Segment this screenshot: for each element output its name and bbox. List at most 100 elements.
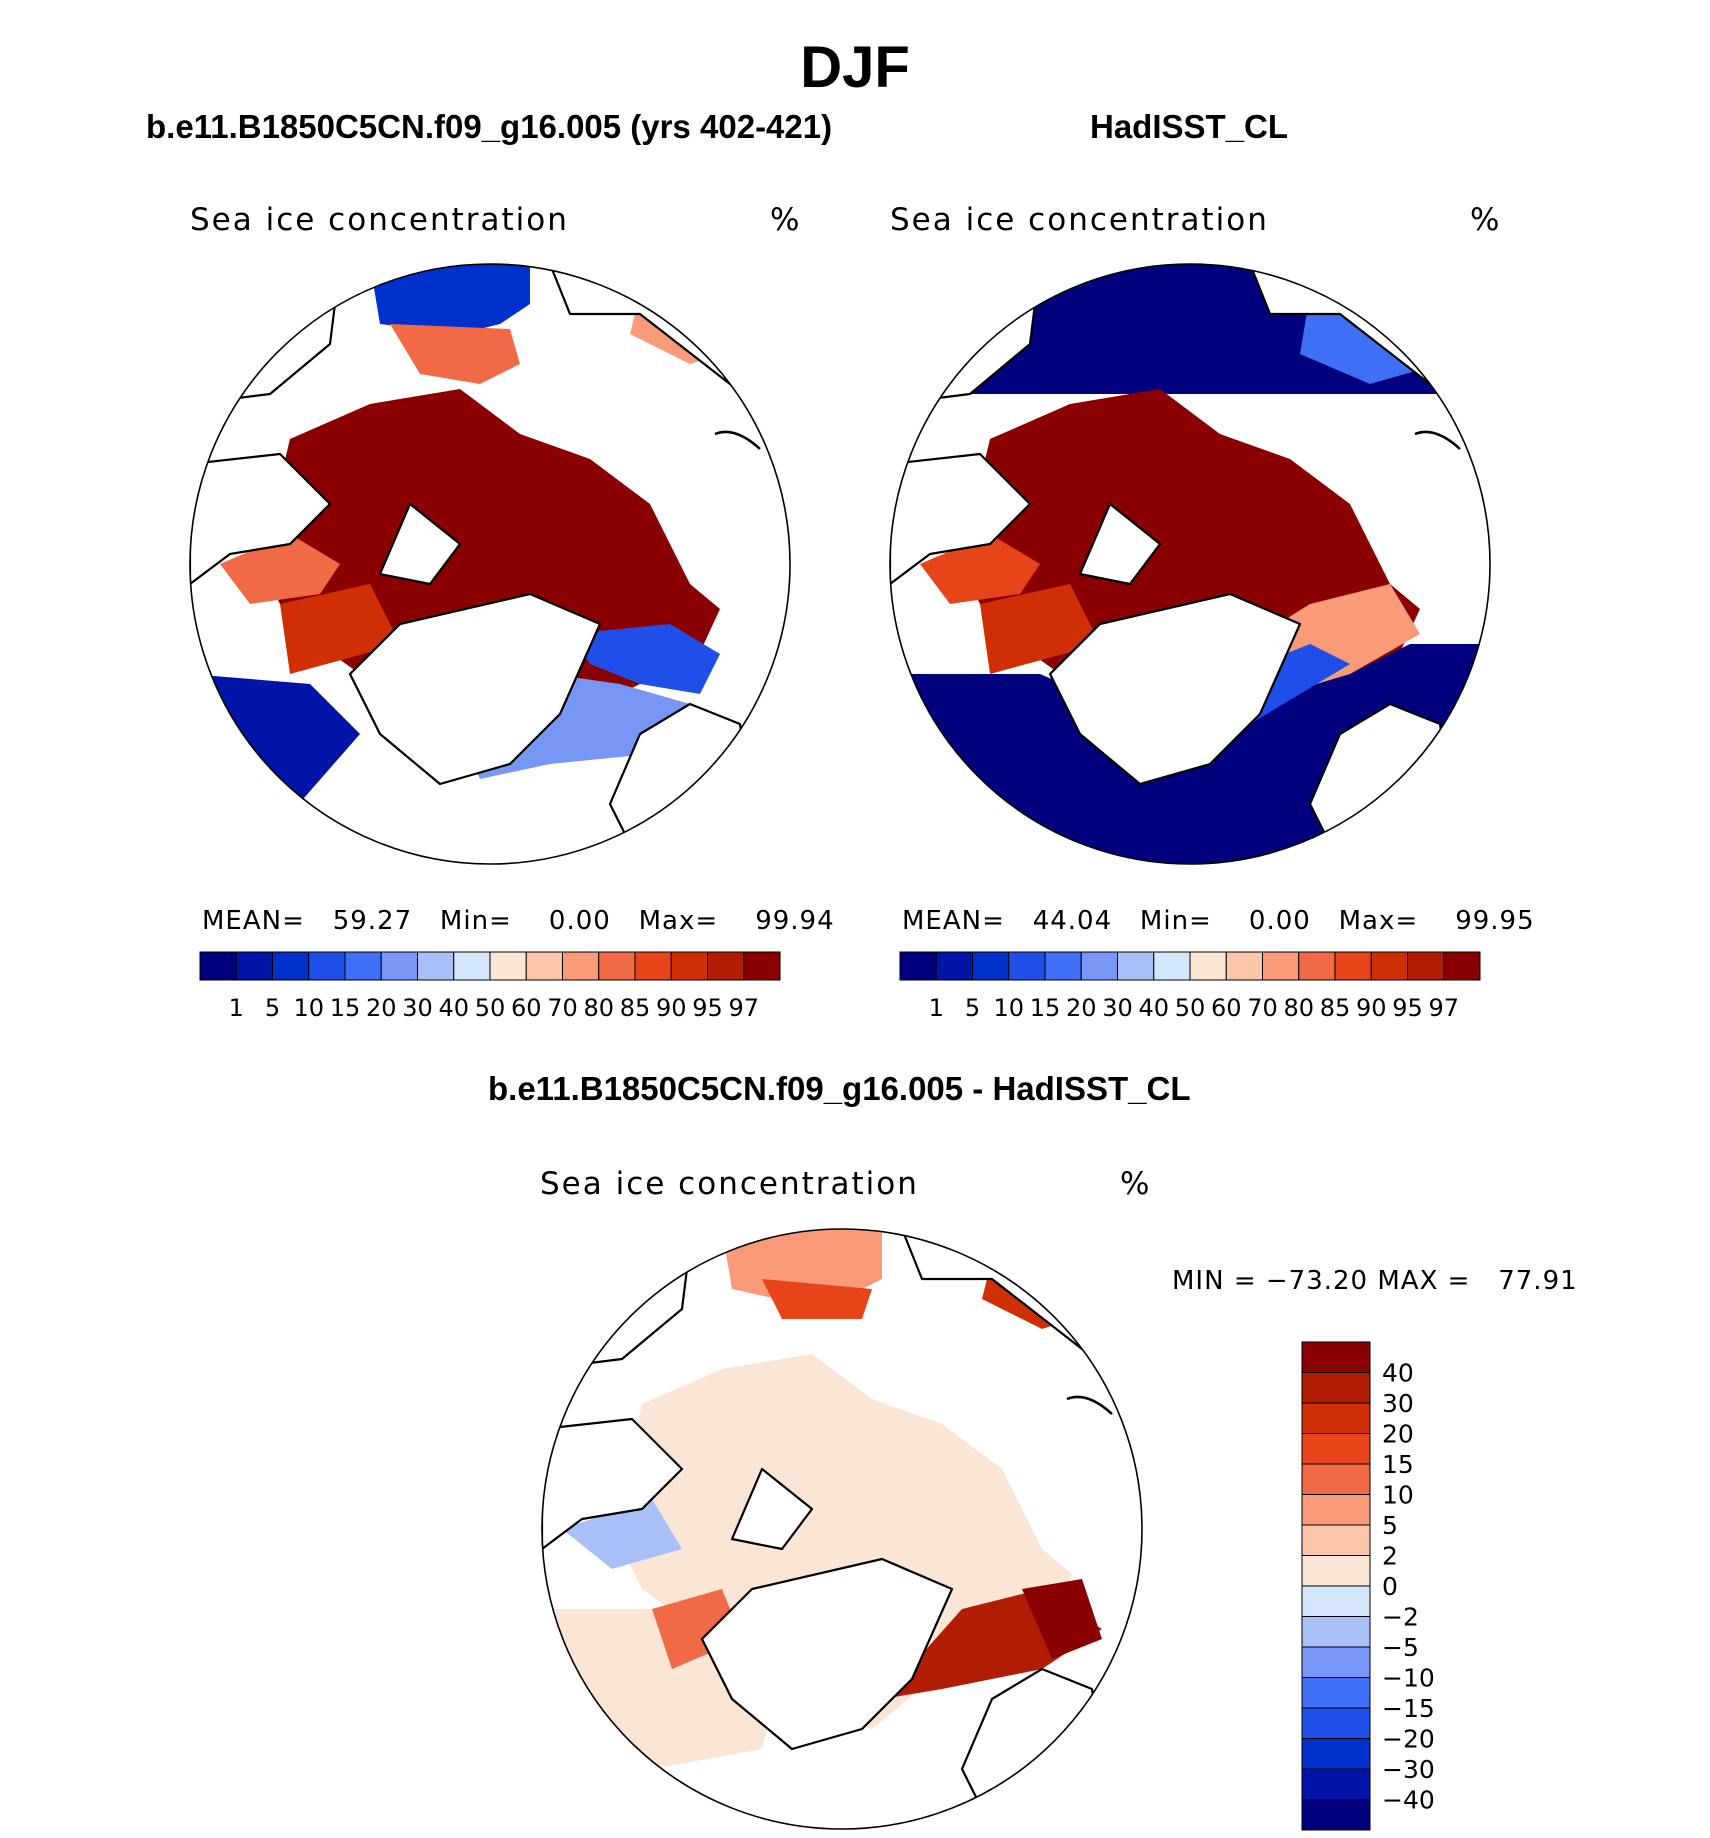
colorbar-tick-label: 97 (728, 994, 759, 1022)
colorbar-cell (972, 951, 1010, 981)
colorbar-cell (1225, 951, 1263, 981)
colorbar-tick-label: 30 (1382, 1389, 1414, 1418)
colorbar-cell (899, 951, 937, 981)
colorbar-cell (199, 951, 237, 981)
colorbar-cell (417, 951, 455, 981)
colorbar-tick-label: 85 (620, 994, 651, 1022)
colorbar-tick-label: 5 (265, 994, 280, 1022)
colorbar-cell (1301, 1524, 1371, 1556)
variable-label-obs: Sea ice concentration (890, 202, 1269, 238)
colorbar-cell (1334, 951, 1372, 981)
bering-open (1100, 264, 1250, 364)
colorbar-tick-label: 60 (1211, 994, 1242, 1022)
colorbar-tick-label: 97 (1428, 994, 1459, 1022)
panel-title-diff: b.e11.B1850C5CN.f09_g16.005 - HadISST_CL (488, 1070, 1191, 1107)
barents-diff-strong (1022, 1579, 1102, 1659)
stats-diff: MIN = −73.20 MAX = 77.91 (1172, 1266, 1578, 1296)
landmass-4 (890, 452, 1032, 586)
colorbar-tick-label: 30 (1102, 994, 1133, 1022)
colorbar-cell (1117, 951, 1155, 981)
landmass-5 (730, 1467, 814, 1551)
colorbar-cell (1301, 1768, 1371, 1800)
units-label-model: % (770, 202, 802, 238)
colorbar-tick-label: 80 (583, 994, 614, 1022)
colorbar-tick-label: −5 (1382, 1633, 1419, 1662)
colorbar-cell (1153, 951, 1191, 981)
colorbar-tick-label: 5 (965, 994, 980, 1022)
colorbar-cell (1301, 1433, 1371, 1465)
variable-label-model: Sea ice concentration (190, 202, 569, 238)
colorbar-tick-label: 10 (1382, 1481, 1414, 1510)
colorbar-tick-label: 20 (1382, 1420, 1414, 1449)
colorbar-cell (1262, 951, 1300, 981)
landmass-2 (1048, 592, 1302, 786)
colorbar-tick-label: 90 (656, 994, 687, 1022)
colorbar-tick-label: −10 (1382, 1664, 1435, 1693)
colorbar-cell (1301, 1341, 1371, 1373)
colorbar-tick-label: 20 (1066, 994, 1097, 1022)
colorbar-cell (1301, 1463, 1371, 1495)
colorbar-cell (670, 951, 708, 981)
landmass-4 (190, 452, 332, 586)
colorbar-cell (1301, 1494, 1371, 1526)
barents-edge (570, 624, 720, 694)
baffin-bay-ice (280, 584, 400, 674)
colorbar-cell (598, 951, 636, 981)
units-label-obs: % (1470, 202, 1502, 238)
colorbar-tick-label: 85 (1320, 994, 1351, 1022)
panel-title-obs: HadISST_CL (1090, 108, 1289, 145)
colorbar-tick-label: 95 (1392, 994, 1423, 1022)
colorbar-cell (935, 951, 973, 981)
colorbar-tick-label: 15 (1382, 1450, 1414, 1479)
stats-model: MEAN= 59.27 Min= 0.00 Max= 99.94 (202, 906, 835, 936)
landmass-2 (348, 592, 602, 786)
colorbar-cell (1301, 1585, 1371, 1617)
colorbar-cell (1443, 951, 1481, 981)
landmass-5 (378, 502, 462, 586)
coastline-segment (1066, 1395, 1113, 1415)
colorbar-tick-label: 5 (1382, 1511, 1398, 1540)
colorbar-tick-label: 40 (438, 994, 469, 1022)
colorbar-tick-label: 60 (511, 994, 542, 1022)
colorbar-cell (1301, 1555, 1371, 1587)
okhotsk-ice-edge (390, 324, 520, 384)
colorbar-tick-label: 15 (330, 994, 361, 1022)
colorbar-tick-label: 0 (1382, 1572, 1398, 1601)
colorbar-tick-label: −15 (1382, 1694, 1435, 1723)
colorbar-tick-label: 2 (1382, 1542, 1398, 1571)
colorbar-cell (634, 951, 672, 981)
colorbar-cell (380, 951, 418, 981)
landmass-4 (542, 1417, 684, 1551)
colorbar-obs: 1 5 10 15 20 30 40 50 60 70 80 85 90 95 97 (899, 951, 1481, 1022)
landmass-2 (700, 1557, 954, 1751)
colorbar-cell (1301, 1646, 1371, 1678)
colorbar-cell (1301, 1616, 1371, 1648)
bering-ice (370, 264, 530, 334)
hudson-bay-diff (562, 1499, 682, 1569)
colorbar-tick-label: 40 (1382, 1359, 1414, 1388)
colorbar-tick-label: 10 (993, 994, 1024, 1022)
page-title: DJF (800, 35, 910, 100)
colorbar-cell (1080, 951, 1118, 981)
units-label-diff: % (1120, 1166, 1152, 1202)
panel-title-model: b.e11.B1850C5CN.f09_g16.005 (yrs 402-421… (146, 108, 833, 145)
polar-map-diff (541, 1228, 1143, 1830)
colorbar-tick-label: −20 (1382, 1725, 1435, 1754)
colorbar-tick-label: 15 (1030, 994, 1061, 1022)
colorbar-tick-label: 10 (293, 994, 324, 1022)
polar-map-model (189, 263, 791, 865)
colorbar-cell (1189, 951, 1227, 981)
polar-map-obs (889, 263, 1491, 865)
colorbar-cell (562, 951, 600, 981)
colorbar-tick-label: 70 (547, 994, 578, 1022)
colorbar-tick-label: −30 (1382, 1755, 1435, 1784)
colorbar-cell (1044, 951, 1082, 981)
colorbar-cell (308, 951, 346, 981)
colorbar-cell (272, 951, 310, 981)
colorbar-cell (1301, 1372, 1371, 1404)
colorbar-tick-label: −2 (1382, 1603, 1419, 1632)
coastline-segment (1414, 430, 1461, 450)
colorbar-tick-label: 30 (402, 994, 433, 1022)
